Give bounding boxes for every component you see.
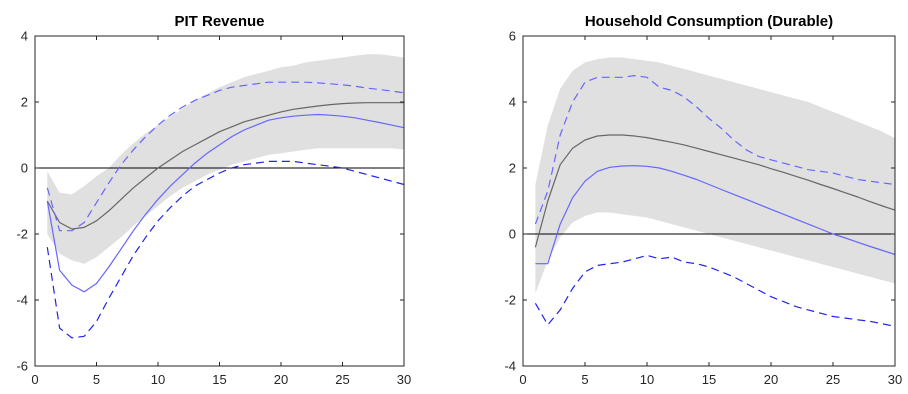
y-tick-label: -6 — [16, 359, 28, 374]
y-tick-label: -4 — [16, 293, 28, 308]
point-estimate-line — [535, 165, 896, 265]
x-tick-label: 30 — [888, 372, 902, 387]
y-tick-label: 4 — [21, 29, 28, 44]
median-line — [534, 134, 896, 248]
x-tick-label: 25 — [826, 372, 840, 387]
x-tick-label: 15 — [212, 372, 226, 387]
median-line — [46, 102, 404, 230]
y-tick-label: 2 — [509, 161, 516, 176]
y-tick-label: -2 — [16, 227, 28, 242]
y-tick-label: 2 — [21, 95, 28, 110]
chart-panel-1: 0 5 10 15 20 25 30 -6 -4 -2 0 2 4 PIT Revenue — [16, 13, 411, 387]
x-tick-label: 5 — [581, 372, 588, 387]
upper-bound-line — [46, 81, 405, 232]
lower-bound-line — [46, 160, 405, 339]
y-tick-label: -2 — [504, 293, 516, 308]
chart-title: Household Consumption (Durable) — [585, 13, 833, 30]
x-tick-label: 15 — [702, 372, 716, 387]
lower-bound-line — [534, 254, 896, 327]
upper-bound-line — [534, 74, 896, 225]
y-tick-label: 0 — [509, 227, 516, 242]
x-tick-label: 20 — [764, 372, 778, 387]
point-estimate-line — [46, 113, 405, 293]
x-tick-label: 20 — [274, 372, 288, 387]
confidence-band — [535, 57, 895, 294]
chart-panel-2: 0 5 10 15 20 25 30 -4 -2 0 2 4 6 Household Consumptio… — [504, 13, 902, 387]
y-tick-label: 6 — [509, 29, 516, 44]
y-tick-label: 0 — [21, 161, 28, 176]
x-tick-label: 5 — [93, 372, 100, 387]
y-tick-label: 4 — [509, 95, 516, 110]
x-tick-label: 0 — [519, 372, 526, 387]
chart-title: PIT Revenue — [174, 13, 264, 30]
x-tick-label: 0 — [31, 372, 38, 387]
x-tick-label: 30 — [397, 372, 411, 387]
x-tick-label: 10 — [151, 372, 165, 387]
x-tick-label: 10 — [640, 372, 654, 387]
y-tick-label: -4 — [504, 359, 516, 374]
x-tick-label: 25 — [335, 372, 349, 387]
